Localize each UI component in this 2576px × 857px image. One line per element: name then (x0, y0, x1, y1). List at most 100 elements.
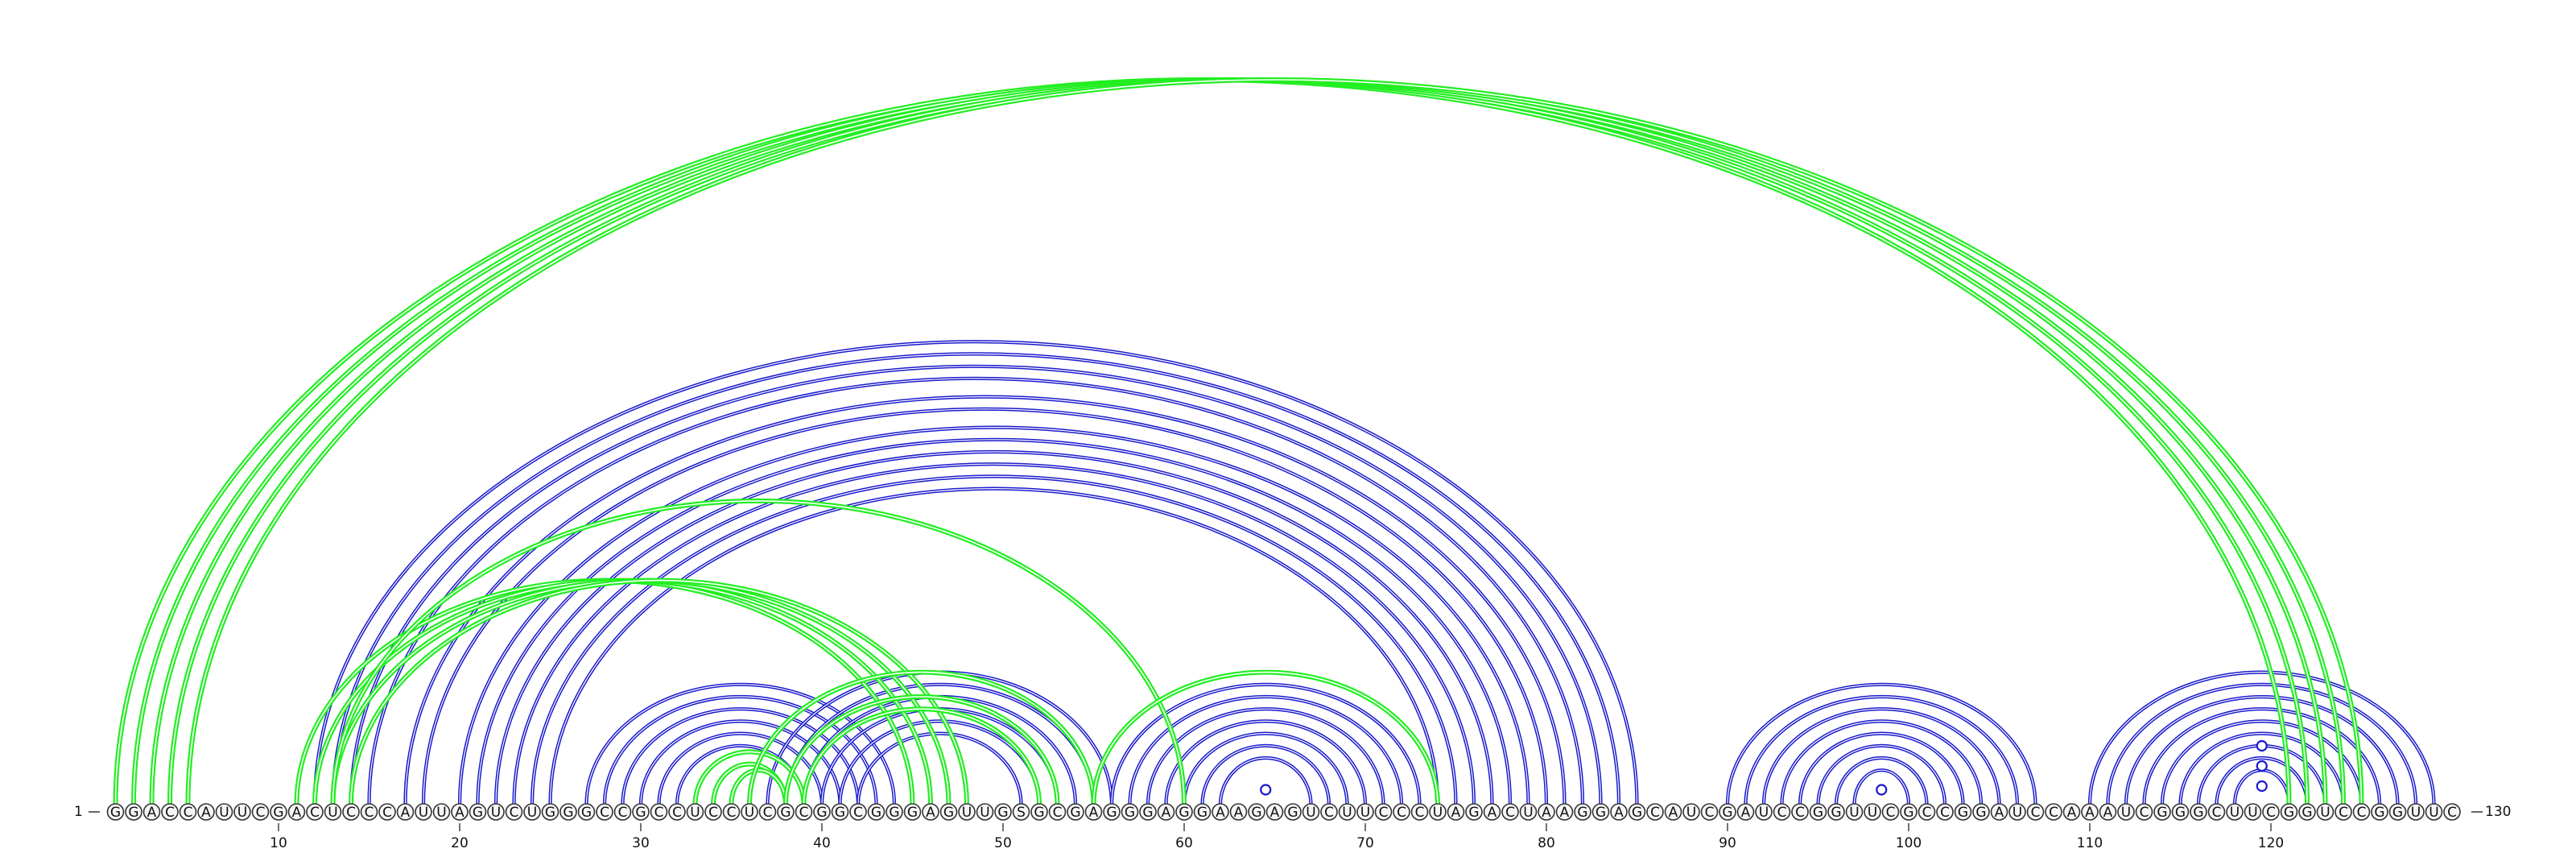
arc-core-114-125 (2161, 720, 2363, 805)
arc-96-101 (1834, 756, 1929, 805)
nucleotide-circle (939, 803, 958, 821)
tick-label-50: 50 (994, 835, 1012, 851)
nucleotide: U (415, 803, 432, 821)
nucleotide: C (704, 803, 722, 821)
nucleotide-circle (2062, 803, 2081, 821)
nucleotide-letter: C (256, 805, 266, 821)
nucleotide-circle (360, 803, 378, 821)
nucleotide: A (1664, 803, 1682, 821)
nucleotide: C (2334, 803, 2352, 821)
nucleotide: U (1519, 803, 1538, 821)
nucleotide-letter: A (2103, 805, 2113, 821)
nucleotide: U (976, 803, 994, 821)
nucleotide-circle (1447, 803, 1465, 821)
nucleotide: G (1284, 803, 1302, 821)
nucleotide: U (2316, 803, 2334, 821)
nucleotide-letter: U (328, 805, 337, 821)
arc-core-5-125 (187, 79, 2363, 805)
nucleotide: C (722, 803, 741, 821)
nucleotide-circle (1320, 803, 1338, 821)
nucleotide-circle (451, 803, 469, 821)
arc-core-58-71 (1147, 708, 1385, 805)
nucleotide-letter: U (436, 805, 446, 821)
nucleotide: C (795, 803, 813, 821)
nucleotide: C (650, 803, 668, 821)
nucleotide: C (161, 803, 179, 821)
arc-core-113-126 (2143, 708, 2380, 805)
nucleotide-circle (505, 803, 523, 821)
tick-label-90: 90 (1719, 835, 1736, 851)
nucleotide-letter: C (2266, 805, 2276, 821)
nucleotide-letter: A (201, 805, 211, 821)
nucleotide-circle (1918, 803, 1936, 821)
nucleotide: U (1845, 803, 1864, 821)
nucleotide: U (1338, 803, 1356, 821)
nucleotide-circle (1990, 803, 2008, 821)
nucleotide-letter: G (635, 805, 646, 821)
arc-core-92-105 (1763, 708, 2000, 805)
nucleotide-letter: S (1017, 805, 1026, 821)
sequence-backbone: 1 130 (74, 804, 2511, 820)
nucleotide: C (758, 803, 777, 821)
end-index-label: 130 (2485, 804, 2511, 820)
nucleotide-circle (1664, 803, 1682, 821)
nucleotide: A (1212, 803, 1229, 821)
arc-core-13-84 (332, 353, 1620, 805)
nucleotide-circle (1157, 803, 1175, 821)
nucleotide-circle (1501, 803, 1519, 821)
nucleotide: C (849, 803, 867, 821)
nucleotide: G (1954, 803, 1972, 821)
arc-core-95-102 (1817, 745, 1946, 805)
nucleotide-letter: G (128, 805, 138, 821)
nucleotide-letter: A (1560, 805, 1570, 821)
nucleotide-letter: C (2031, 805, 2041, 821)
nucleotide: G (2280, 803, 2298, 821)
nucleotide-letter: C (346, 805, 356, 821)
nucleotide-letter: G (1179, 805, 1189, 821)
nucleotide: G (1067, 803, 1084, 821)
nucleotide-circle (1393, 803, 1410, 821)
nucleotide-circle (541, 803, 559, 821)
nucleotide-circle (2371, 803, 2388, 821)
nucleotide-circle (415, 803, 432, 821)
nucleotide: G (2153, 803, 2171, 821)
nucleotide-circle (1030, 803, 1048, 821)
nucleotide-letter: C (799, 805, 809, 821)
nucleotide: G (2388, 803, 2407, 821)
nucleotide-letter: C (310, 805, 320, 821)
nucleotide-circle (432, 803, 451, 821)
nucleotide-circle (1610, 803, 1628, 821)
nucleotide: C (360, 803, 378, 821)
arc-core-13-60 (332, 500, 1185, 805)
nucleotide-letter: C (1415, 805, 1425, 821)
nucleotide-circle (650, 803, 668, 821)
nucleotide-letter: A (1089, 805, 1099, 821)
nucleotide: U (523, 803, 541, 821)
nucleotide-letter: C (2339, 805, 2348, 821)
nucleotide-circle (2190, 803, 2207, 821)
nucleotide-circle (958, 803, 976, 821)
nucleotide-letter: G (2301, 805, 2312, 821)
nucleotide-circle (342, 803, 360, 821)
nucleotide: C (342, 803, 360, 821)
arc-core-55-74 (1092, 671, 1439, 805)
nucleotide-letter: U (1523, 805, 1533, 821)
nucleotide-letter: G (2157, 805, 2167, 821)
nucleotide-circle (306, 803, 324, 821)
nucleotide-letter: A (2067, 805, 2077, 821)
nucleotide-circle (2135, 803, 2153, 821)
nucleotide-circle (1864, 803, 1881, 821)
nucleotide: C (1374, 803, 1393, 821)
nucleotide: A (1538, 803, 1555, 821)
arc-core-20-79 (459, 427, 1530, 805)
arc-core-42-51 (857, 733, 1022, 805)
nucleotide: U (958, 803, 976, 821)
nucleotide-letter: A (455, 805, 464, 821)
nucleotide: C (1646, 803, 1664, 821)
arc-core-112-127 (2125, 696, 2399, 805)
nucleotide-circle (1356, 803, 1374, 821)
nucleotide-circle (777, 803, 795, 821)
nucleotide-letter: G (997, 805, 1008, 821)
nucleotide-letter: C (1505, 805, 1515, 821)
